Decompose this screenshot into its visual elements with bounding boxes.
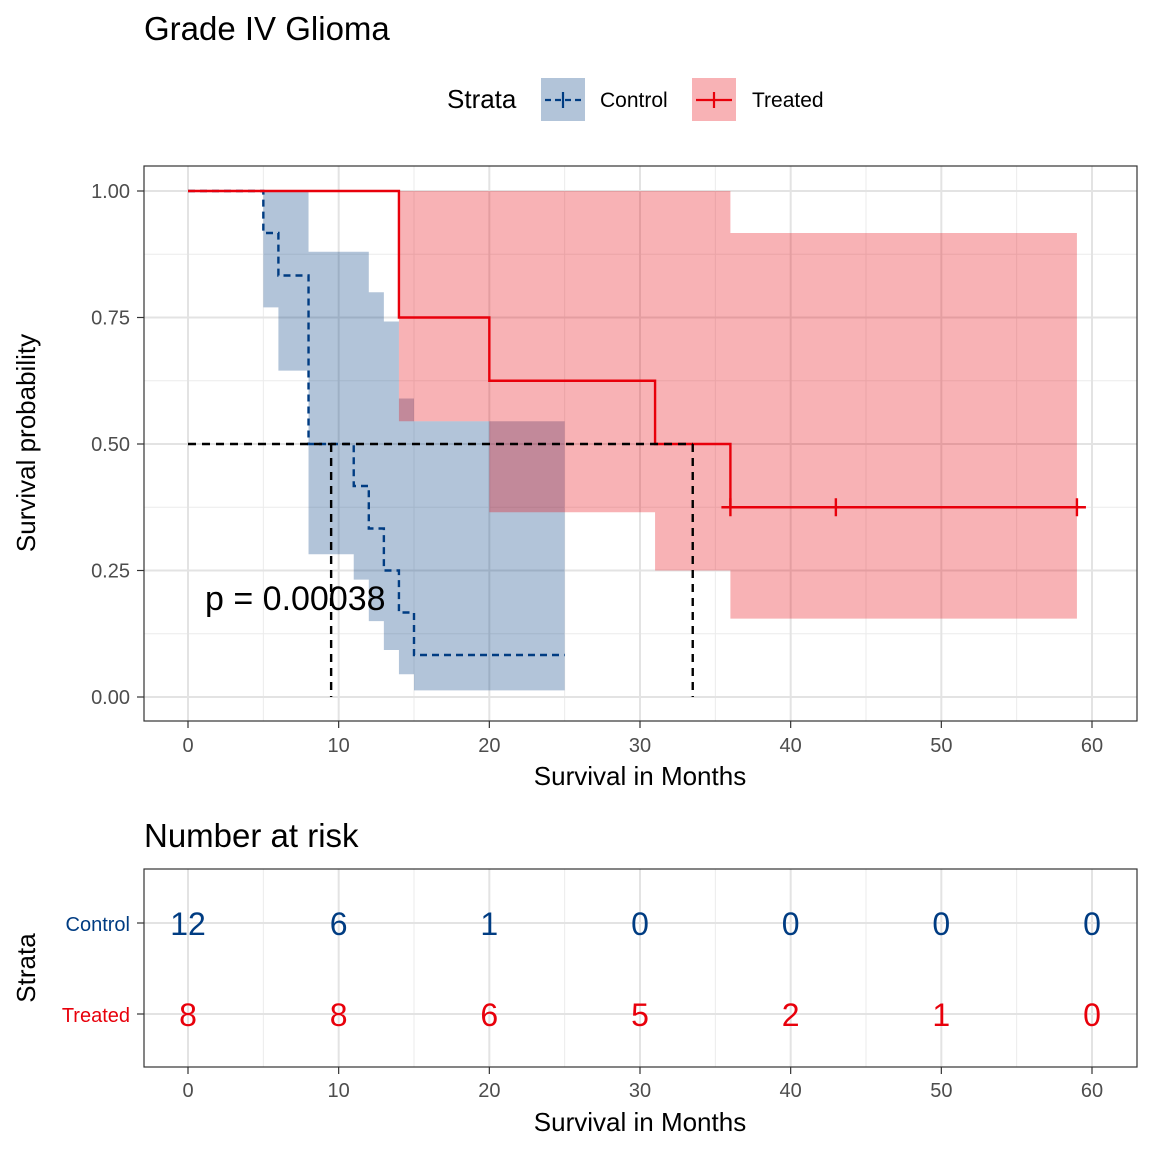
risk-y-axis-label: Strata	[11, 933, 41, 1003]
x-tick-label: 10	[328, 735, 350, 757]
legend-label-treated: Treated	[752, 89, 824, 112]
x-tick-label: 50	[930, 735, 952, 757]
risk-count-control: 12	[170, 906, 206, 942]
x-tick-label: 40	[780, 735, 802, 757]
x-tick-label: 0	[182, 735, 193, 757]
confidence-band-control	[188, 191, 565, 691]
risk-count-control: 1	[480, 906, 498, 942]
risk-count-control: 0	[631, 906, 649, 942]
risk-count-control: 0	[932, 906, 950, 942]
strata-label-treated: Treated	[62, 1005, 130, 1027]
median-lines	[188, 442, 694, 697]
x-tick-label: 30	[629, 735, 651, 757]
main-y-axis-ticks: 0.00 0.25 0.50 0.75 1.00	[91, 181, 144, 709]
risk-count-control: 6	[330, 906, 348, 942]
survival-curve-treated	[188, 189, 1077, 509]
y-tick-label: 0.00	[91, 687, 130, 709]
survival-plot: p = 0.00038 0 10 20 30 40 50 60 0.000.250.500.…	[11, 165, 1138, 791]
censor-marks	[721, 498, 1086, 517]
risk-x-tick-label: 20	[478, 1080, 500, 1102]
risk-x-tick-label: 40	[780, 1080, 802, 1102]
risk-gridlines	[144, 869, 1137, 1067]
risk-count-treated: 8	[179, 997, 197, 1033]
risk-count-treated: 2	[782, 997, 800, 1033]
risk-table: Number at risk 12 6 1 0 0 0 08 8 6 5 2 1 0 0 10 20 30 40…	[11, 817, 1138, 1137]
risk-count-treated: 1	[932, 997, 950, 1033]
risk-count-control: 0	[1083, 906, 1101, 942]
main-x-axis-ticks: 0 10 20 30 40 50 60	[182, 721, 1103, 757]
risk-numbers: 12 6 1 0 0 0 0 8 8 6 5 2 1 0	[170, 906, 1101, 1033]
chart-title: Grade IV Glioma	[144, 10, 390, 47]
risk-x-tick-label: 10	[328, 1080, 350, 1102]
legend: Strata Control Treated	[447, 78, 824, 121]
legend-item-treated: Treated	[692, 78, 824, 121]
risk-x-tick-label: 60	[1081, 1080, 1103, 1102]
y-tick-label: 1.00	[91, 181, 130, 203]
strata-label-control: Control	[66, 914, 130, 936]
confidence-bands	[188, 191, 1077, 691]
x-tick-label: 60	[1081, 735, 1103, 757]
risk-count-treated: 5	[631, 997, 649, 1033]
risk-x-tick-label: 30	[629, 1080, 651, 1102]
risk-x-axis-label: Survival in Months	[534, 1107, 746, 1137]
risk-strata-labels: Control Treated	[62, 914, 144, 1027]
y-tick-label: 0.75	[91, 308, 130, 330]
risk-table-title: Number at risk	[144, 817, 359, 854]
confidence-band-treated	[188, 191, 1077, 619]
legend-label-control: Control	[600, 89, 668, 112]
risk-count-treated: 6	[480, 997, 498, 1033]
risk-x-tick-label: 50	[930, 1080, 952, 1102]
risk-count-treated: 8	[330, 997, 348, 1033]
risk-count-treated: 0	[1083, 997, 1101, 1033]
x-tick-label: 20	[478, 735, 500, 757]
p-value-annotation: p = 0.00038	[205, 580, 386, 618]
survival-curves	[188, 189, 1077, 657]
legend-title: Strata	[447, 84, 517, 114]
risk-x-axis-ticks: 0 10 20 30 40 50 60	[182, 1067, 1103, 1102]
y-tick-label: 0.25	[91, 561, 130, 583]
risk-x-tick-label: 0	[182, 1080, 193, 1102]
legend-item-control: Control	[541, 78, 668, 121]
risk-count-control: 0	[782, 906, 800, 942]
main-y-axis-label: Survival probability	[11, 334, 41, 552]
survival-curve-control	[188, 189, 565, 657]
y-tick-label: 0.50	[91, 434, 130, 456]
main-x-axis-label: Survival in Months	[534, 761, 746, 791]
